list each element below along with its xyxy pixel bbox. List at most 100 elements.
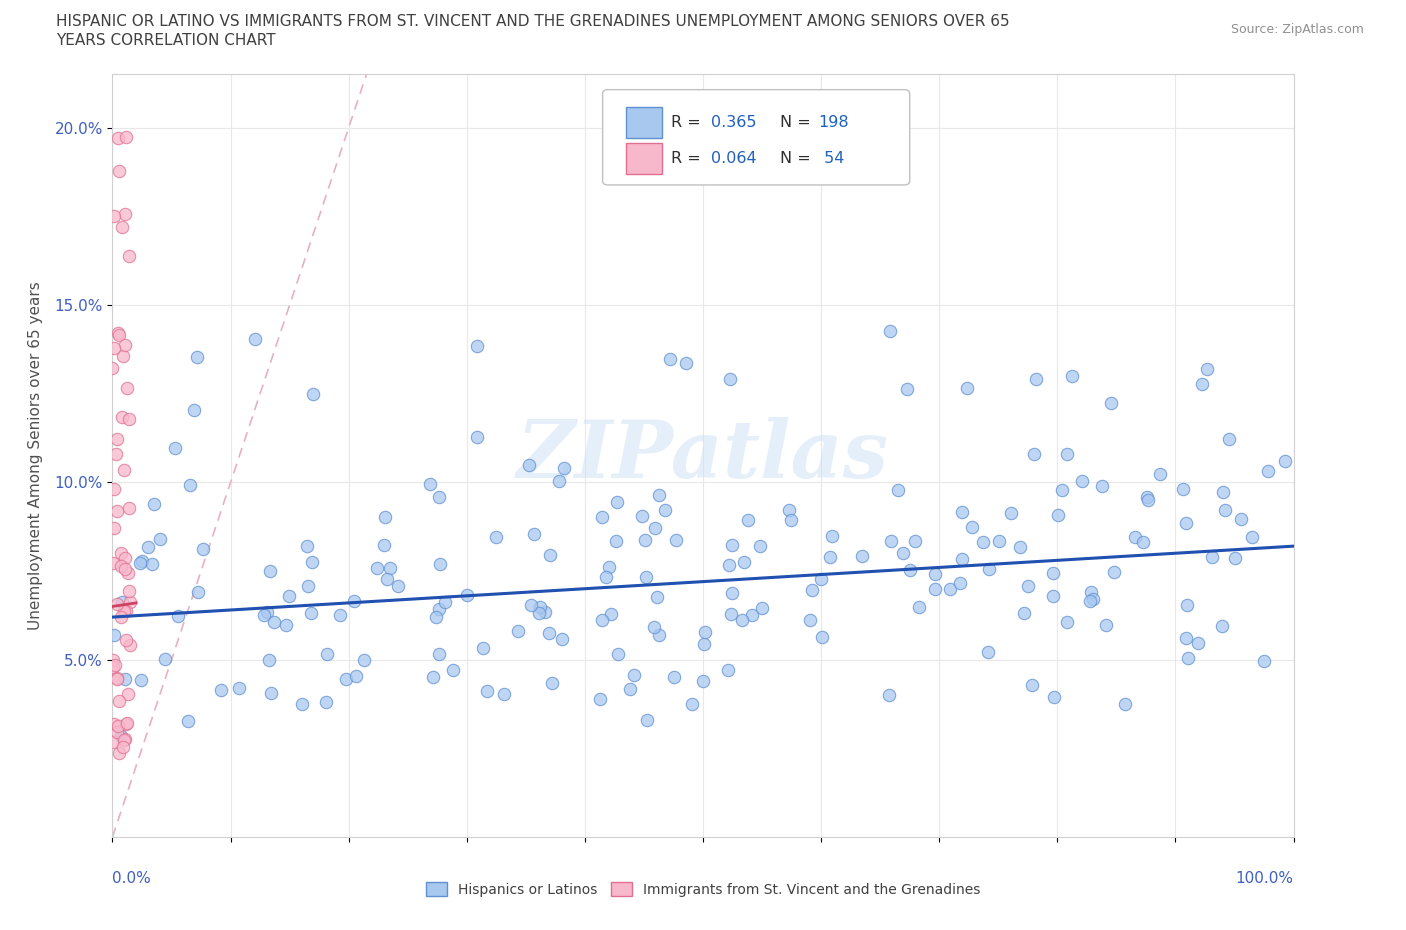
Point (538, 547, 561, 562)
Point (1062, 368, 1084, 383)
Point (592, 613, 614, 628)
Point (103, 208, 125, 223)
Legend: Hispanics or Latinos, Immigrants from St. Vincent and the Grenadines: Hispanics or Latinos, Immigrants from St… (420, 877, 986, 902)
Text: R =: R = (671, 151, 706, 166)
Point (101, 735, 124, 750)
Point (1095, 618, 1118, 632)
Point (648, 628, 671, 643)
Point (118, 411, 141, 426)
Point (129, 673, 152, 688)
Point (112, 604, 135, 618)
Point (114, 562, 136, 577)
Point (191, 541, 214, 556)
Point (1114, 698, 1136, 712)
Point (429, 557, 451, 572)
Point (595, 569, 617, 584)
Point (972, 534, 994, 549)
Point (1083, 591, 1105, 606)
Point (118, 594, 141, 609)
Point (301, 387, 323, 402)
Point (108, 746, 131, 761)
Point (1010, 539, 1032, 554)
Point (877, 687, 900, 702)
Point (950, 551, 973, 566)
Point (1104, 565, 1126, 579)
Point (891, 545, 914, 560)
Point (533, 604, 555, 619)
Point (1212, 485, 1234, 499)
Point (105, 724, 128, 739)
Point (977, 644, 1000, 659)
Point (634, 532, 657, 547)
Point (117, 686, 139, 701)
Point (551, 631, 574, 646)
Point (737, 512, 759, 527)
Point (801, 583, 824, 598)
Point (749, 538, 772, 553)
Point (243, 331, 266, 346)
Point (465, 430, 488, 445)
Point (299, 605, 322, 620)
Point (718, 372, 741, 387)
Point (422, 670, 444, 684)
Point (1191, 377, 1213, 392)
Point (112, 739, 135, 754)
Point (553, 460, 575, 475)
Point (636, 569, 658, 584)
Point (176, 713, 198, 728)
Point (1080, 593, 1102, 608)
Point (465, 339, 488, 353)
Point (675, 355, 697, 370)
Point (879, 324, 901, 339)
Text: Source: ZipAtlas.com: Source: ZipAtlas.com (1230, 23, 1364, 36)
Point (1056, 446, 1078, 461)
Point (606, 647, 628, 662)
Point (820, 550, 842, 565)
Point (117, 565, 139, 580)
Point (115, 604, 138, 618)
Point (948, 576, 970, 591)
Point (605, 533, 627, 548)
Point (519, 458, 541, 472)
Point (110, 410, 132, 425)
Point (103, 340, 125, 355)
Point (475, 684, 498, 698)
Point (104, 658, 127, 672)
Point (1274, 453, 1296, 468)
Point (733, 554, 755, 569)
Point (606, 495, 628, 510)
Point (643, 620, 665, 635)
Point (105, 597, 128, 612)
Point (977, 562, 1000, 577)
Point (1091, 479, 1114, 494)
Point (110, 610, 132, 625)
Point (1025, 371, 1047, 386)
Point (115, 716, 138, 731)
Point (387, 578, 409, 593)
Point (103, 628, 125, 643)
Point (1017, 578, 1039, 593)
Point (1211, 618, 1233, 633)
Point (541, 675, 564, 690)
Point (1136, 490, 1159, 505)
Point (374, 510, 396, 525)
Point (1022, 446, 1045, 461)
Point (619, 682, 641, 697)
Point (898, 563, 921, 578)
Point (644, 521, 666, 536)
Text: HISPANIC OR LATINO VS IMMIGRANTS FROM ST. VINCENT AND THE GRENADINES UNEMPLOYMEN: HISPANIC OR LATINO VS IMMIGRANTS FROM ST… (56, 14, 1010, 29)
Point (108, 694, 131, 709)
Point (276, 618, 298, 632)
Point (692, 673, 714, 688)
Bar (626, 143, 662, 174)
Point (335, 671, 357, 686)
Point (114, 732, 136, 747)
Point (681, 697, 703, 711)
Point (645, 590, 668, 604)
Point (183, 403, 205, 418)
Point (143, 497, 166, 512)
Point (278, 589, 301, 604)
Bar (626, 107, 662, 138)
Point (108, 164, 131, 179)
Point (114, 338, 136, 352)
